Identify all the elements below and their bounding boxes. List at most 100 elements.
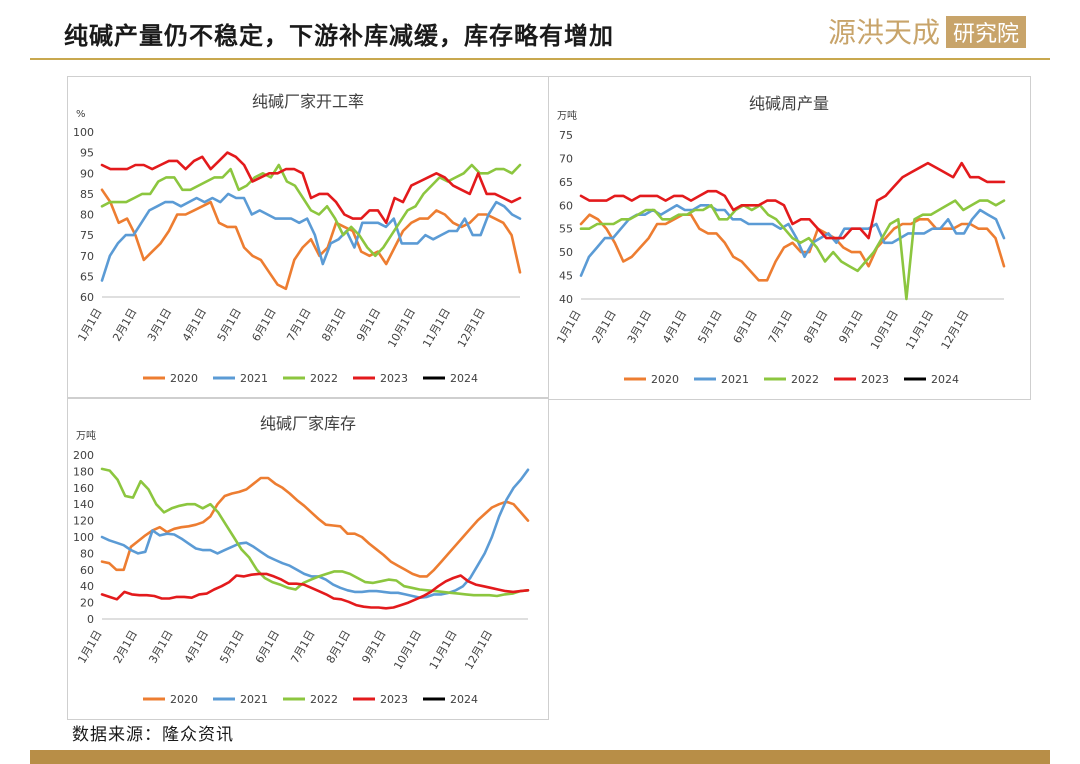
x-tick-label: 7月1日: [288, 628, 317, 666]
legend-label-2021: 2021: [240, 372, 268, 385]
chart-title: 纯碱周产量: [749, 94, 829, 113]
x-tick-label: 10月1日: [868, 308, 901, 352]
x-tick-label: 9月1日: [359, 628, 388, 666]
page-title: 纯碱产量仍不稳定，下游补库减缓，库存略有增加: [64, 22, 614, 50]
chart-title: 纯碱厂家库存: [260, 414, 356, 433]
y-tick-label: 65: [80, 270, 94, 283]
series-line-2023: [100, 151, 522, 225]
y-unit-label: %: [76, 109, 86, 120]
legend-label-2022: 2022: [310, 693, 338, 706]
x-tick-label: 7月1日: [766, 308, 795, 346]
legend-label-2024: 2024: [931, 373, 959, 386]
legend-label-2021: 2021: [240, 693, 268, 706]
y-tick-label: 55: [559, 223, 573, 236]
y-tick-label: 40: [559, 293, 573, 306]
y-tick-label: 50: [559, 246, 573, 259]
series-line-2023: [100, 572, 530, 610]
y-tick-label: 100: [73, 531, 94, 544]
x-tick-label: 1月1日: [554, 308, 583, 346]
legend-label-2024: 2024: [450, 372, 478, 385]
chart-title: 纯碱厂家开工率: [252, 92, 364, 111]
y-tick-label: 160: [73, 482, 94, 495]
y-unit-label: 万吨: [76, 429, 96, 442]
x-tick-label: 12月1日: [462, 628, 495, 672]
x-tick-label: 8月1日: [801, 308, 830, 346]
series-line-2021: [100, 468, 530, 599]
chart-operating-rate: 纯碱厂家开工率% 60 65 70 75 80 85 90 95 100 1月1日 2月1日 3月1日 4…: [73, 92, 522, 385]
y-tick-label: 90: [80, 167, 94, 180]
series-line-2020: [100, 188, 522, 291]
x-tick-label: 11月1日: [420, 306, 453, 350]
legend-label-2022: 2022: [310, 372, 338, 385]
y-tick-label: 85: [80, 188, 94, 201]
legend-label-2020: 2020: [170, 693, 198, 706]
series-line-2022: [579, 199, 1006, 301]
y-tick-label: 40: [80, 580, 94, 593]
x-tick-label: 3月1日: [625, 308, 654, 346]
chart-panel-weekly-output: 纯碱周产量 万吨 40 45 50 55 60 65 70 75 1月1日 2月1日 3月1日 4月1日 5…: [548, 76, 1031, 400]
y-tick-label: 60: [80, 291, 94, 304]
logo-box-text: 研究院: [953, 22, 1019, 47]
x-tick-label: 5月1日: [215, 306, 244, 344]
x-tick-label: 6月1日: [253, 628, 282, 666]
legend-label-2023: 2023: [380, 372, 408, 385]
y-tick-label: 45: [559, 270, 573, 283]
x-tick-label: 6月1日: [731, 308, 760, 346]
x-tick-label: 5月1日: [695, 308, 724, 346]
x-tick-label: 12月1日: [455, 306, 488, 350]
x-tick-label: 8月1日: [324, 628, 353, 666]
y-tick-label: 60: [80, 564, 94, 577]
brand-logo: 源洪天成 研究院: [828, 16, 1026, 49]
series-line-2020: [579, 213, 1006, 282]
chart-panel-inventory: 纯碱厂家库存 万吨 0 20 40 60 80 100 120 140 160 180 200 1月1日 2…: [67, 398, 549, 720]
legend-label-2022: 2022: [791, 373, 819, 386]
y-tick-label: 95: [80, 147, 94, 160]
x-tick-label: 1月1日: [75, 628, 104, 666]
y-tick-label: 120: [73, 515, 94, 528]
x-tick-label: 3月1日: [146, 628, 175, 666]
x-tick-label: 10月1日: [391, 628, 424, 672]
series-line-2022: [100, 163, 522, 258]
x-tick-label: 9月1日: [354, 306, 383, 344]
x-tick-label: 9月1日: [836, 308, 865, 346]
x-tick-label: 2月1日: [111, 628, 140, 666]
chart-panel-operating-rate: 纯碱厂家开工率% 60 65 70 75 80 85 90 95 100 1月1日 2月1日 3月1日 4…: [67, 76, 549, 398]
header-rule: [30, 58, 1050, 60]
y-tick-label: 200: [73, 449, 94, 462]
x-tick-label: 7月1日: [284, 306, 313, 344]
x-tick-label: 11月1日: [903, 308, 936, 352]
x-tick-label: 10月1日: [385, 306, 418, 350]
data-source: 数据来源：隆众资讯: [72, 725, 234, 745]
x-tick-label: 11月1日: [427, 628, 460, 672]
y-tick-label: 100: [73, 126, 94, 139]
legend-label-2020: 2020: [170, 372, 198, 385]
series-line-2023: [579, 161, 1006, 240]
y-tick-label: 80: [80, 209, 94, 222]
footer-bar: [30, 750, 1050, 764]
y-tick-label: 70: [559, 152, 573, 165]
x-tick-label: 8月1日: [319, 306, 348, 344]
y-tick-label: 80: [80, 547, 94, 560]
y-tick-label: 140: [73, 498, 94, 511]
y-tick-label: 0: [87, 613, 94, 626]
series-line-2022: [100, 467, 530, 598]
legend-label-2023: 2023: [861, 373, 889, 386]
y-unit-label: 万吨: [557, 109, 577, 122]
series-line-2021: [100, 192, 522, 282]
x-tick-label: 12月1日: [939, 308, 972, 352]
y-tick-label: 65: [559, 176, 573, 189]
series-line-2021: [579, 204, 1006, 277]
x-tick-label: 3月1日: [145, 306, 174, 344]
y-tick-label: 75: [559, 129, 573, 142]
x-tick-label: 2月1日: [110, 306, 139, 344]
x-tick-label: 4月1日: [182, 628, 211, 666]
legend-label-2020: 2020: [651, 373, 679, 386]
x-tick-label: 2月1日: [590, 308, 619, 346]
x-tick-label: 5月1日: [217, 628, 246, 666]
legend-label-2021: 2021: [721, 373, 749, 386]
x-tick-label: 4月1日: [180, 306, 209, 344]
logo-box: [946, 16, 1026, 48]
legend-label-2023: 2023: [380, 693, 408, 706]
